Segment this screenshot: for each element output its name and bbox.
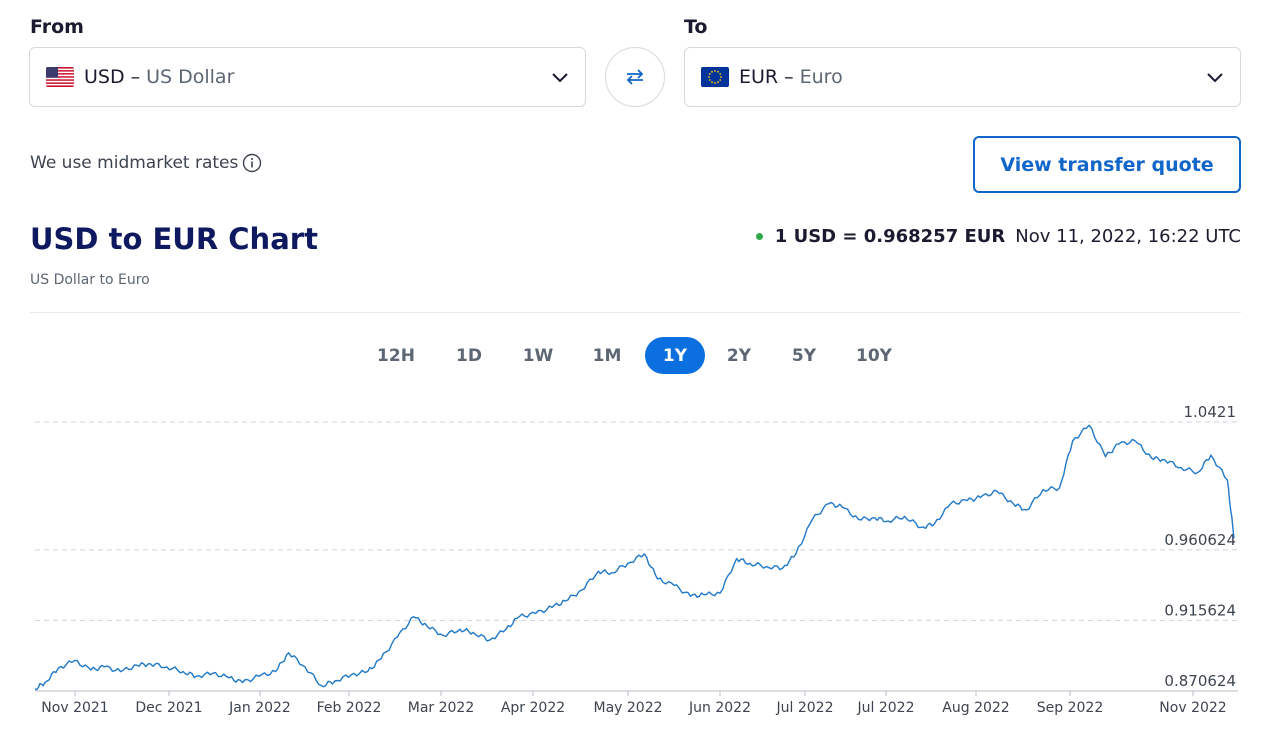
range-tab-1w[interactable]: 1W	[522, 345, 554, 366]
to-currency-code: EUR	[739, 66, 779, 88]
x-tick-label: Jul 2022	[857, 700, 915, 716]
range-tabs: 12H 1D 1W 1M 1Y 2Y 5Y 10Y	[0, 337, 1282, 374]
range-tab-1y[interactable]: 1Y	[645, 337, 705, 374]
from-label: From	[30, 16, 84, 38]
rate-timestamp: Nov 11, 2022, 16:22 UTC	[1015, 226, 1241, 247]
rate-value: 1 USD = 0.968257 EUR	[774, 226, 1006, 247]
to-currency-dash: –	[784, 66, 794, 88]
from-currency-dash: –	[130, 66, 141, 88]
us-flag-icon	[46, 67, 74, 87]
x-tick-label: May 2022	[593, 700, 662, 716]
status-dot	[755, 233, 763, 240]
view-transfer-quote-button[interactable]: View transfer quote	[973, 136, 1241, 193]
x-tick-label: Jan 2022	[228, 700, 291, 716]
x-tick-label: Nov 2022	[1159, 700, 1226, 716]
range-tab-2y[interactable]: 2Y	[726, 345, 752, 366]
range-tab-5y[interactable]: 5Y	[791, 345, 817, 366]
x-tick-label: Sep 2022	[1037, 700, 1103, 716]
series-line	[34, 424, 1235, 691]
range-tab-12h[interactable]: 12H	[377, 345, 415, 366]
x-tick-label: Jun 2022	[688, 700, 751, 716]
rate-line-chart: 1.0421 0.960624 0.915624 0.870624 Nov 2021 De…	[34, 403, 1238, 716]
midmarket-text: We use midmarket rates	[30, 153, 239, 173]
chevron-down-icon	[552, 73, 568, 83]
swap-currencies-button[interactable]	[605, 47, 665, 107]
range-tab-10y[interactable]: 10Y	[856, 345, 892, 366]
chart-title: USD to EUR Chart	[30, 222, 318, 256]
range-tab-1d[interactable]: 1D	[456, 345, 482, 366]
x-tick-label: Feb 2022	[317, 700, 382, 716]
to-currency-select[interactable]: EUR – Euro	[684, 47, 1241, 107]
y-tick-label: 1.0421	[1184, 403, 1237, 421]
x-tick-label: Jul 2022	[776, 700, 834, 716]
divider	[30, 312, 1241, 313]
to-currency-name: Euro	[799, 66, 843, 88]
x-tick-label: Dec 2021	[135, 700, 202, 716]
from-currency-name: US Dollar	[146, 66, 235, 88]
x-tick-label: Mar 2022	[408, 700, 475, 716]
y-tick-label: 0.915624	[1164, 601, 1236, 619]
from-currency-code: USD	[84, 66, 125, 88]
midmarket-note: We use midmarket rates	[30, 153, 262, 173]
from-currency-select[interactable]: USD – US Dollar	[29, 47, 586, 107]
current-rate: 1 USD = 0.968257 EUR Nov 11, 2022, 16:22…	[755, 226, 1241, 247]
x-tick-label: Nov 2021	[41, 700, 108, 716]
y-tick-label: 0.870624	[1164, 672, 1236, 690]
y-tick-label: 0.960624	[1164, 531, 1236, 549]
info-icon[interactable]	[242, 153, 262, 173]
chevron-down-icon	[1207, 73, 1223, 83]
to-label: To	[684, 16, 708, 38]
chart-subtitle: US Dollar to Euro	[30, 272, 150, 288]
eu-flag-icon	[701, 67, 729, 87]
range-tab-1m[interactable]: 1M	[592, 345, 622, 366]
x-tick-label: Aug 2022	[942, 700, 1009, 716]
x-tick-label: Apr 2022	[501, 700, 565, 716]
swap-arrows-icon	[626, 69, 644, 85]
